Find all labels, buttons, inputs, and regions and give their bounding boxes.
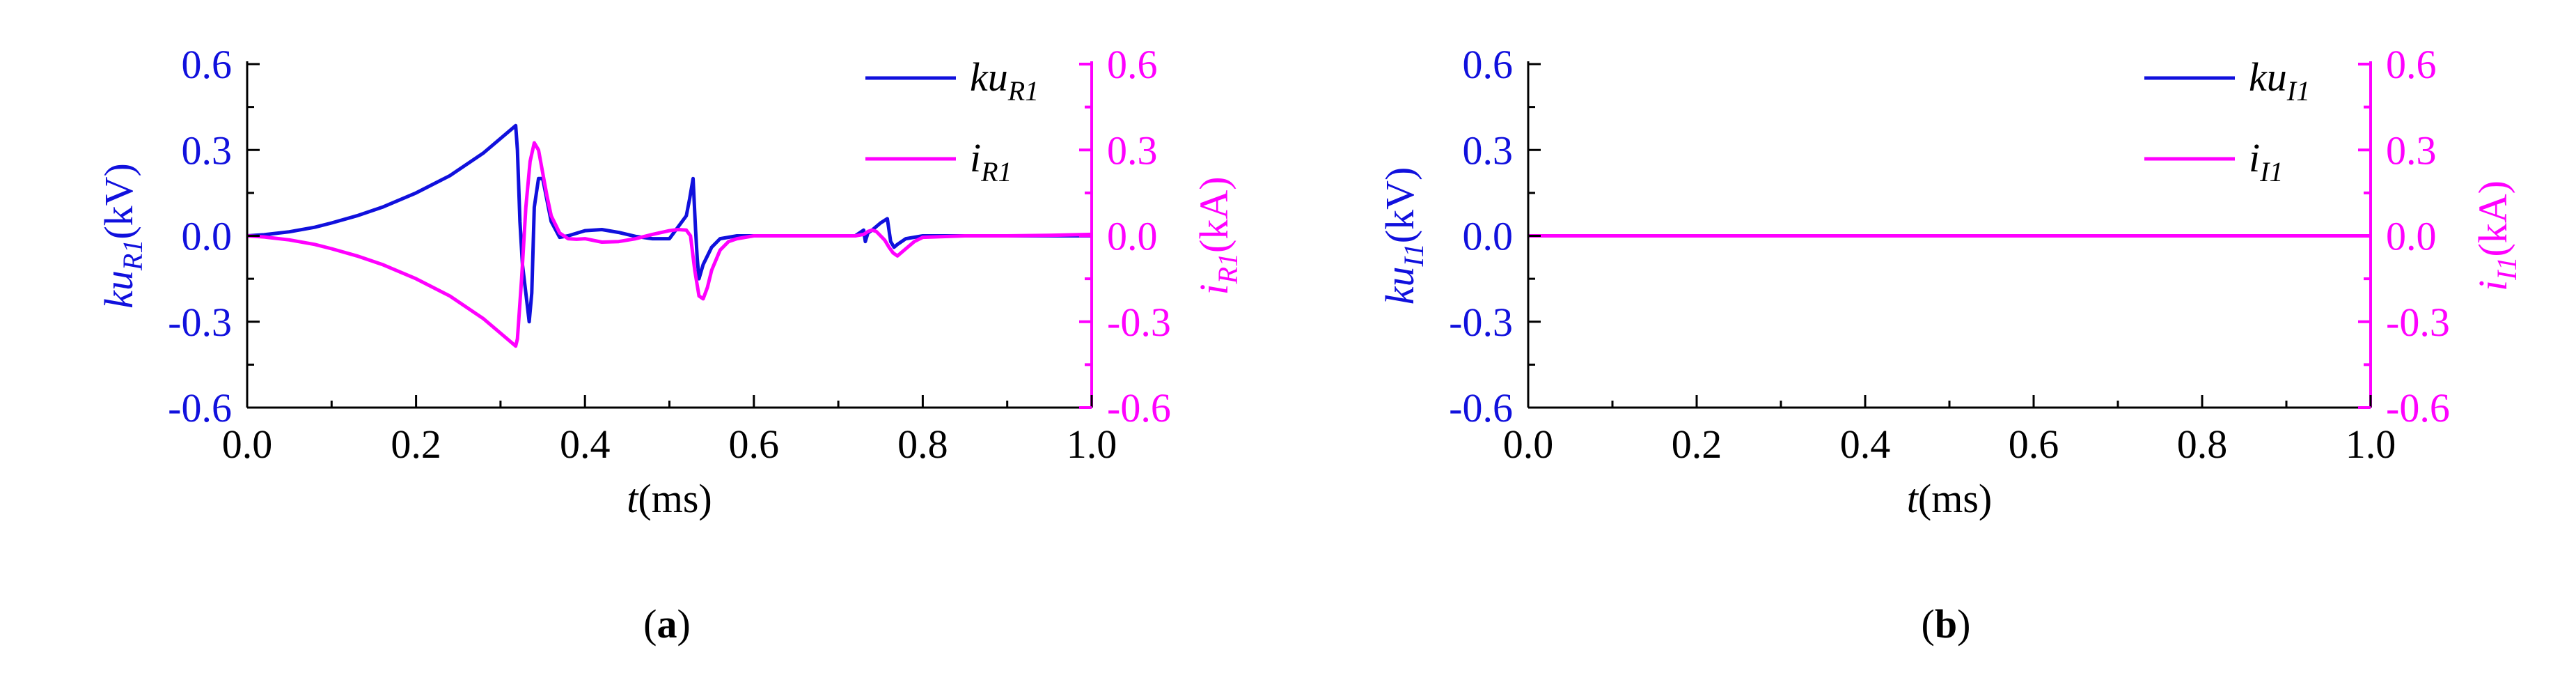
- series-line-voltage: [246, 123, 1092, 324]
- right-y-tick-label: -0.3: [1107, 300, 1171, 345]
- left-y-tick-label: -0.3: [1449, 300, 1513, 345]
- right-y-axis-title-main: i: [2470, 280, 2515, 291]
- x-axis-title-var: t: [627, 476, 639, 521]
- x-tick-label: 0.6: [2009, 422, 2059, 467]
- x-tick-label: 0.4: [1840, 422, 1891, 467]
- right-y-axis-title-sub: I1: [2491, 257, 2522, 281]
- x-tick-label: 0.4: [560, 422, 611, 467]
- panel-label-letter: b: [1935, 601, 1957, 647]
- x-tick-label: 0.0: [222, 422, 273, 467]
- legend-label-main: ku: [970, 54, 1008, 100]
- legend-label-voltage: kuI1: [2249, 54, 2310, 107]
- right-y-tick-label: 0.3: [1107, 128, 1158, 173]
- right-y-tick-label: 0.3: [2386, 128, 2437, 173]
- legend-label-main: ku: [2249, 54, 2287, 100]
- x-axis-title: t(ms): [1907, 476, 1992, 521]
- left-y-tick-label: 0.3: [182, 128, 233, 173]
- chart-panel-b: 0.0 0.2 0.4 0.6 0.8 1.0 0.6 0.6 0.3 0.3 0.0 0.0 -0.3…: [1377, 42, 2522, 647]
- x-axis-title-unit: (ms): [1918, 476, 1992, 521]
- right-y-tick-label: 0.6: [1107, 42, 1158, 87]
- legend-label-main: i: [970, 135, 981, 180]
- x-tick-label: 0.6: [729, 422, 780, 467]
- left-y-tick-label: -0.3: [168, 300, 232, 345]
- legend-label-current: iI1: [2249, 135, 2283, 187]
- left-y-tick-label: 0.0: [1463, 214, 1514, 259]
- legend-label-voltage: kuR1: [970, 54, 1039, 107]
- x-tick-label: 1.0: [2346, 422, 2396, 467]
- x-tick-label: 0.8: [897, 422, 948, 467]
- chart-panel-a: 0.0 0.2 0.4 0.6 0.8 1.0 0.6 0.6 0.3 0.3 0.0 0.0 -0.3…: [96, 42, 1243, 647]
- left-y-tick-label: 0.6: [182, 42, 233, 87]
- panel-label-b: (b): [1922, 601, 1971, 647]
- right-y-tick-label: 0.0: [1107, 214, 1158, 259]
- left-y-axis-title: kuR1(kV): [96, 163, 148, 309]
- panel-label-close: ): [1957, 601, 1970, 647]
- legend-label-sub: I1: [2286, 75, 2310, 107]
- series-line-current: [246, 141, 1092, 348]
- x-axis-title-var: t: [1907, 476, 1919, 521]
- legend-label-sub: I1: [2259, 156, 2283, 187]
- x-tick-label: 1.0: [1067, 422, 1117, 467]
- left-y-axis-title-unit: (kV): [96, 163, 141, 240]
- x-tick-label: 0.2: [1672, 422, 1722, 467]
- left-y-tick-label: -0.6: [168, 385, 232, 431]
- legend-label-main: i: [2249, 135, 2260, 180]
- left-y-tick-label: -0.6: [1449, 385, 1513, 431]
- right-y-tick-label: 0.6: [2386, 42, 2437, 87]
- left-y-axis-title-main: ku: [96, 270, 141, 309]
- left-y-axis-title-sub: R1: [117, 240, 148, 271]
- right-y-tick-label: -0.6: [2386, 385, 2450, 431]
- legend-label-current: iR1: [970, 135, 1012, 187]
- panel-label-open: (: [643, 601, 657, 647]
- panel-label-open: (: [1922, 601, 1935, 647]
- right-y-axis-title-unit: (kA): [2470, 180, 2515, 257]
- left-y-axis-title-sub: I1: [1398, 243, 1429, 267]
- left-y-tick-label: 0.3: [1463, 128, 1514, 173]
- x-axis-title-unit: (ms): [638, 476, 712, 521]
- legend-label-sub: R1: [1007, 75, 1039, 107]
- left-y-axis-title-unit: (kV): [1377, 167, 1422, 244]
- right-y-axis-title-unit: (kA): [1191, 176, 1236, 253]
- x-tick-label: 0.2: [391, 422, 441, 467]
- left-y-tick-label: 0.0: [182, 214, 233, 259]
- right-y-tick-label: -0.3: [2386, 300, 2450, 345]
- right-y-axis-title-sub: R1: [1212, 253, 1243, 284]
- panel-label-letter: a: [657, 601, 677, 647]
- right-y-axis-title-main: i: [1191, 284, 1236, 295]
- panel-label-close: ): [677, 601, 691, 647]
- x-tick-label: 0.0: [1503, 422, 1554, 467]
- left-y-axis-title-main: ku: [1377, 267, 1422, 305]
- right-y-axis-title: iR1(kA): [1191, 176, 1243, 295]
- panel-label-a: (a): [643, 601, 691, 647]
- left-y-axis-title: kuI1(kV): [1377, 167, 1429, 305]
- x-tick-label: 0.8: [2177, 422, 2228, 467]
- x-axis-title: t(ms): [627, 476, 712, 521]
- right-y-axis-title: iI1(kA): [2470, 180, 2522, 291]
- right-y-tick-label: -0.6: [1107, 385, 1171, 431]
- left-y-tick-label: 0.6: [1463, 42, 1514, 87]
- right-y-tick-label: 0.0: [2386, 214, 2437, 259]
- legend-label-sub: R1: [980, 156, 1012, 187]
